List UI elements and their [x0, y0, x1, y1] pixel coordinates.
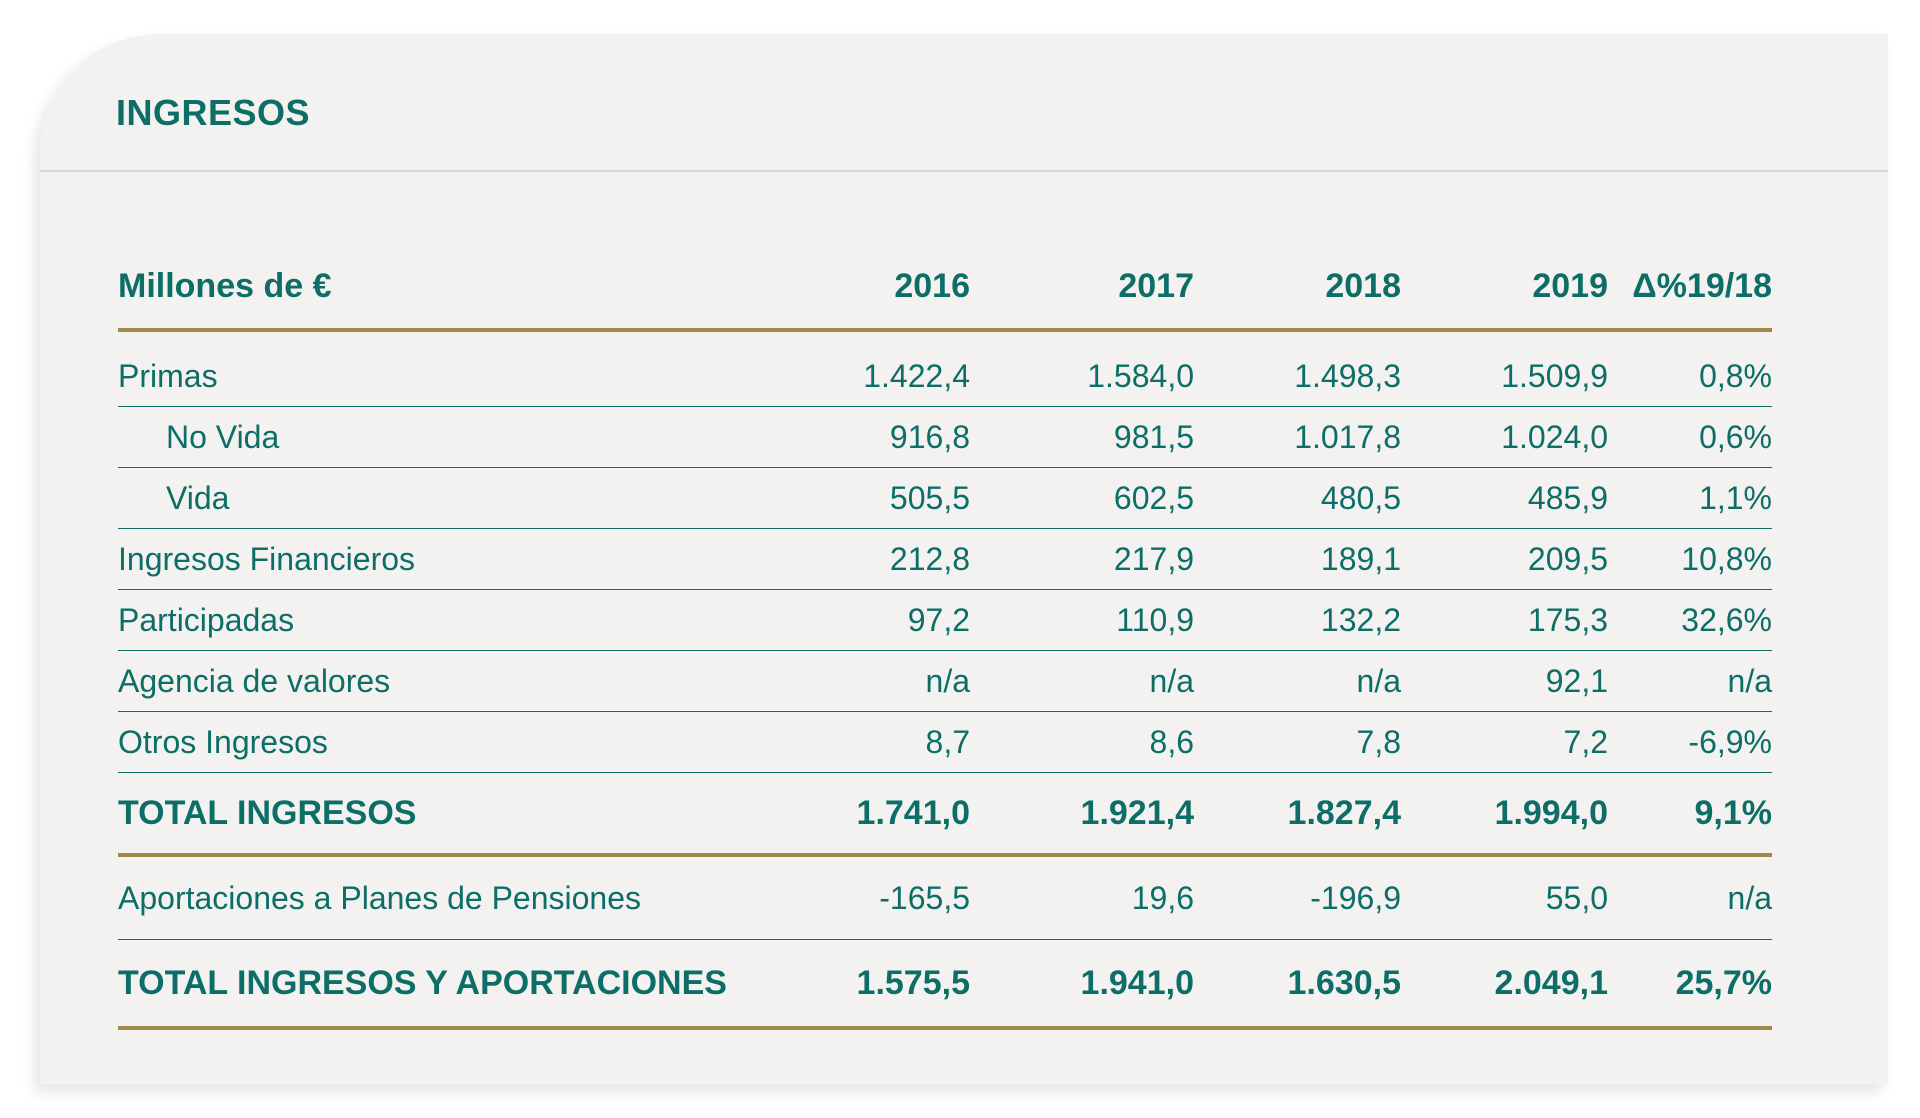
title-divider	[40, 170, 1888, 172]
row-label: Ingresos Financieros	[118, 528, 724, 590]
table-row-no-vida: No Vida 916,8 981,5 1.017,8 1.024,0 0,6%	[118, 406, 1772, 468]
cell-2019: 175,3	[1401, 589, 1608, 651]
row-label: Vida	[118, 467, 724, 529]
column-header-2019: 2019	[1401, 244, 1608, 332]
column-header-delta: Δ%19/18	[1608, 244, 1772, 332]
row-label: Primas	[118, 346, 724, 407]
cell-delta: 9,1%	[1608, 772, 1772, 857]
row-label: Aportaciones a Planes de Pensiones	[118, 855, 724, 940]
cell-2017: 602,5	[970, 467, 1194, 529]
cell-2016: 1.422,4	[724, 346, 970, 407]
table-header-row: Millones de € 2016 2017 2018 2019 Δ%19/1…	[118, 244, 1772, 332]
row-label: TOTAL INGRESOS Y APORTACIONES	[118, 939, 727, 1030]
table-row-otros-ingresos: Otros Ingresos 8,7 8,6 7,8 7,2 -6,9%	[118, 711, 1772, 773]
cell-2019: 2.049,1	[1401, 939, 1608, 1030]
cell-delta: -6,9%	[1608, 711, 1772, 773]
cell-2018: 1.630,5	[1194, 939, 1401, 1030]
cell-2018: 480,5	[1194, 467, 1401, 529]
cell-2016: 212,8	[724, 528, 970, 590]
table-row-total-ingresos-aportaciones: TOTAL INGRESOS Y APORTACIONES 1.575,5 1.…	[118, 939, 1772, 1030]
cell-2016: 8,7	[724, 711, 970, 773]
cell-2017: 1.584,0	[970, 346, 1194, 407]
cell-2018: 1.498,3	[1194, 346, 1401, 407]
table-row-aportaciones: Aportaciones a Planes de Pensiones -165,…	[118, 855, 1772, 940]
table-row-total-ingresos: TOTAL INGRESOS 1.741,0 1.921,4 1.827,4 1…	[118, 772, 1772, 857]
cell-2017: 1.941,0	[970, 939, 1194, 1030]
cell-delta: n/a	[1608, 650, 1772, 712]
cell-2018: n/a	[1194, 650, 1401, 712]
cell-2019: 485,9	[1401, 467, 1608, 529]
cell-2018: 189,1	[1194, 528, 1401, 590]
cell-delta: 10,8%	[1608, 528, 1772, 590]
cell-delta: 1,1%	[1608, 467, 1772, 529]
ingresos-table: Millones de € 2016 2017 2018 2019 Δ%19/1…	[118, 244, 1772, 1030]
cell-2016: 505,5	[724, 467, 970, 529]
cell-2019: 1.994,0	[1401, 772, 1608, 857]
cell-delta: 32,6%	[1608, 589, 1772, 651]
table-row-vida: Vida 505,5 602,5 480,5 485,9 1,1%	[118, 467, 1772, 529]
cell-2017: 8,6	[970, 711, 1194, 773]
cell-2019: 1.509,9	[1401, 346, 1608, 407]
ingresos-card: INGRESOS Millones de € 2016 2017 2018 20…	[40, 34, 1888, 1084]
column-header-2017: 2017	[970, 244, 1194, 332]
cell-delta: n/a	[1608, 855, 1772, 940]
cell-2019: 1.024,0	[1401, 406, 1608, 468]
cell-2018: 1.827,4	[1194, 772, 1401, 857]
row-label: TOTAL INGRESOS	[118, 772, 724, 857]
cell-2018: -196,9	[1194, 855, 1401, 940]
row-label: Agencia de valores	[118, 650, 724, 712]
column-header-2016: 2016	[724, 244, 970, 332]
table-row-participadas: Participadas 97,2 110,9 132,2 175,3 32,6…	[118, 589, 1772, 651]
cell-2016: 916,8	[724, 406, 970, 468]
table-row-ingresos-financieros: Ingresos Financieros 212,8 217,9 189,1 2…	[118, 528, 1772, 590]
cell-2017: n/a	[970, 650, 1194, 712]
cell-2017: 217,9	[970, 528, 1194, 590]
cell-delta: 0,8%	[1608, 346, 1772, 407]
cell-2017: 110,9	[970, 589, 1194, 651]
row-label: No Vida	[118, 406, 724, 468]
cell-2016: -165,5	[724, 855, 970, 940]
table-row-primas: Primas 1.422,4 1.584,0 1.498,3 1.509,9 0…	[118, 346, 1772, 407]
cell-delta: 0,6%	[1608, 406, 1772, 468]
cell-2017: 1.921,4	[970, 772, 1194, 857]
column-header-unit: Millones de €	[118, 244, 724, 332]
column-header-2018: 2018	[1194, 244, 1401, 332]
cell-2019: 209,5	[1401, 528, 1608, 590]
cell-2018: 1.017,8	[1194, 406, 1401, 468]
cell-2017: 981,5	[970, 406, 1194, 468]
row-label: Otros Ingresos	[118, 711, 724, 773]
cell-2017: 19,6	[970, 855, 1194, 940]
cell-delta: 25,7%	[1608, 939, 1772, 1030]
cell-2019: 7,2	[1401, 711, 1608, 773]
cell-2018: 132,2	[1194, 589, 1401, 651]
table-row-agencia-de-valores: Agencia de valores n/a n/a n/a 92,1 n/a	[118, 650, 1772, 712]
cell-2016: 97,2	[724, 589, 970, 651]
cell-2018: 7,8	[1194, 711, 1401, 773]
cell-2019: 55,0	[1401, 855, 1608, 940]
cell-2019: 92,1	[1401, 650, 1608, 712]
row-label: Participadas	[118, 589, 724, 651]
cell-2016: 1.741,0	[724, 772, 970, 857]
card-title: INGRESOS	[116, 92, 311, 133]
cell-2016: n/a	[724, 650, 970, 712]
cell-2016: 1.575,5	[724, 939, 970, 1030]
